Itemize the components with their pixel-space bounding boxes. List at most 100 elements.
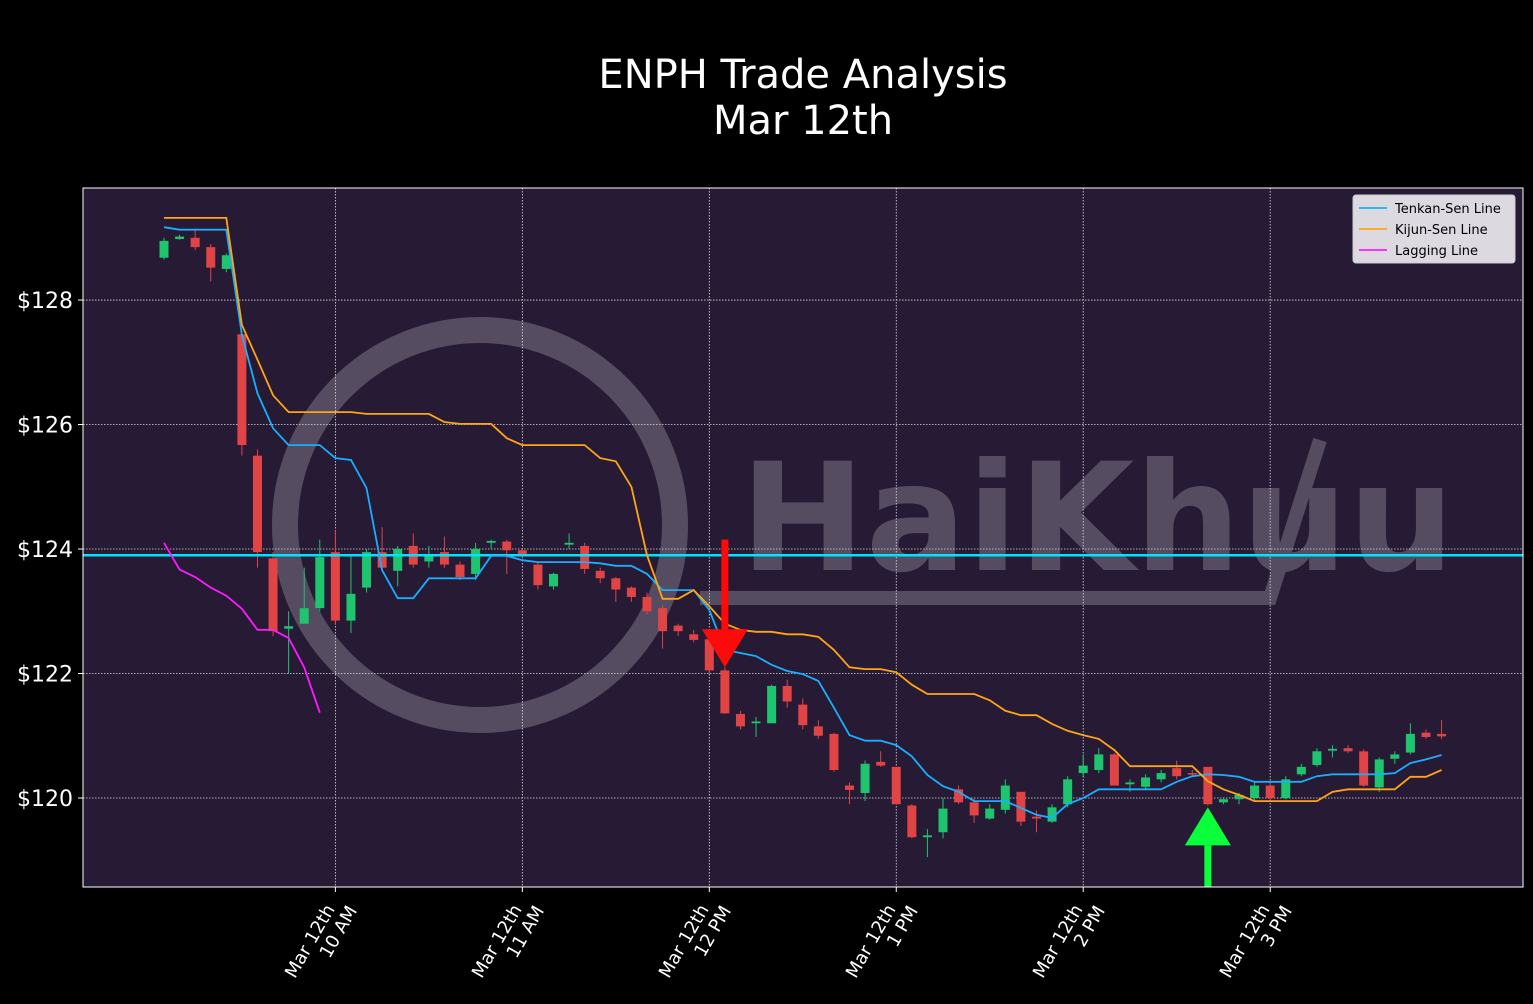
- candle-body: [735, 713, 745, 727]
- candle-body: [486, 540, 496, 543]
- candle-body: [1031, 816, 1041, 819]
- candle-body: [798, 704, 808, 726]
- candle-body: [704, 639, 714, 671]
- candle-body: [284, 626, 294, 629]
- candle-body: [1343, 748, 1353, 752]
- candle-body: [237, 334, 247, 446]
- candle-body: [1390, 754, 1400, 759]
- signal-arrow-head: [1184, 807, 1231, 846]
- candle-body: [751, 721, 761, 724]
- watermark: HaiKhuu: [272, 317, 1455, 733]
- watermark-text: HaiKhuu: [740, 432, 1455, 606]
- candle-body: [938, 808, 948, 833]
- candle-body: [455, 564, 465, 578]
- candle-body: [1016, 791, 1026, 822]
- candle-body: [689, 634, 699, 640]
- candle-body: [175, 236, 185, 240]
- candle-body: [1187, 773, 1197, 775]
- candle-body: [891, 766, 901, 805]
- candle-body: [1250, 785, 1260, 798]
- legend-label: Lagging Line: [1395, 244, 1478, 259]
- candle-body: [876, 761, 886, 766]
- legend-label: Kijun-Sen Line: [1395, 223, 1488, 238]
- candle-body: [268, 558, 278, 632]
- candle-body: [813, 726, 823, 736]
- candle-body: [1265, 785, 1275, 798]
- candle-body: [564, 542, 574, 545]
- candle-body: [1421, 732, 1431, 737]
- watermark-ring: [272, 317, 688, 733]
- signal-arrow-head: [701, 629, 748, 668]
- candle-body: [611, 578, 621, 590]
- candle-body: [1156, 773, 1166, 780]
- candle-body: [1078, 765, 1088, 774]
- candle-body: [1063, 779, 1073, 805]
- candle-body: [782, 685, 792, 702]
- candle-body: [1125, 782, 1135, 785]
- candle-body: [1437, 733, 1447, 737]
- candle-body: [315, 557, 325, 609]
- candle-body: [1218, 799, 1228, 803]
- candle-body: [1172, 768, 1182, 777]
- candle-body: [190, 237, 200, 248]
- indicator-line: [163, 542, 321, 713]
- candle-body: [549, 573, 558, 587]
- candle-body: [954, 789, 964, 803]
- candle-body: [346, 593, 356, 621]
- candle-body: [1047, 807, 1057, 822]
- candle-body: [517, 550, 527, 556]
- candle-body: [720, 670, 730, 714]
- plot-area: [83, 188, 1523, 887]
- candle-body: [642, 596, 652, 612]
- candle-body: [206, 247, 216, 268]
- legend: Tenkan-Sen Line Kijun-Sen Line Lagging Lin…: [1352, 194, 1516, 264]
- candle-body: [533, 564, 543, 586]
- candle-body: [845, 785, 855, 790]
- candle-body: [439, 552, 449, 565]
- y-tick-label: $122: [17, 663, 73, 688]
- candle-body: [159, 240, 169, 258]
- y-tick-label: $124: [17, 538, 73, 563]
- candle-body: [658, 608, 668, 632]
- y-tick-label: $120: [17, 787, 73, 812]
- y-tick-label: $126: [17, 414, 73, 439]
- plot-frame: [82, 187, 1524, 888]
- candle-body: [1234, 794, 1244, 800]
- candle-body: [1296, 766, 1306, 775]
- candle-body: [1203, 766, 1213, 805]
- candle-body: [1328, 748, 1337, 751]
- chart-title: ENPH Trade Analysis: [598, 52, 1007, 98]
- candle-body: [1094, 754, 1104, 770]
- y-tick-label: $128: [17, 289, 73, 314]
- candle-body: [221, 255, 231, 269]
- marks: [83, 217, 1523, 887]
- candle-body: [393, 549, 403, 571]
- candle-body: [299, 608, 309, 624]
- legend-label: Tenkan-Sen Line: [1394, 202, 1501, 217]
- candle-body: [595, 570, 605, 579]
- candle-body: [580, 545, 590, 569]
- candle-body: [252, 455, 262, 553]
- candle-body: [1109, 754, 1119, 786]
- candle-body: [969, 802, 979, 816]
- candle-body: [860, 763, 870, 794]
- chart-subtitle: Mar 12th: [713, 98, 893, 144]
- indicator-line: [163, 226, 1442, 819]
- candle-body: [362, 552, 372, 588]
- candle-body: [829, 733, 839, 770]
- watermark-arrow: [700, 437, 1327, 605]
- candle-body: [1281, 779, 1291, 798]
- candle-body: [424, 555, 434, 562]
- candle-body: [1000, 785, 1010, 810]
- candle-body: [1141, 777, 1151, 787]
- candle-body: [1405, 733, 1415, 753]
- candle-body: [922, 835, 932, 838]
- legend-box: [1352, 194, 1516, 264]
- candle-body: [1312, 751, 1322, 766]
- candle-body: [377, 552, 387, 568]
- candle-body: [673, 625, 683, 632]
- candle-body: [471, 549, 481, 574]
- candle-body: [626, 587, 636, 597]
